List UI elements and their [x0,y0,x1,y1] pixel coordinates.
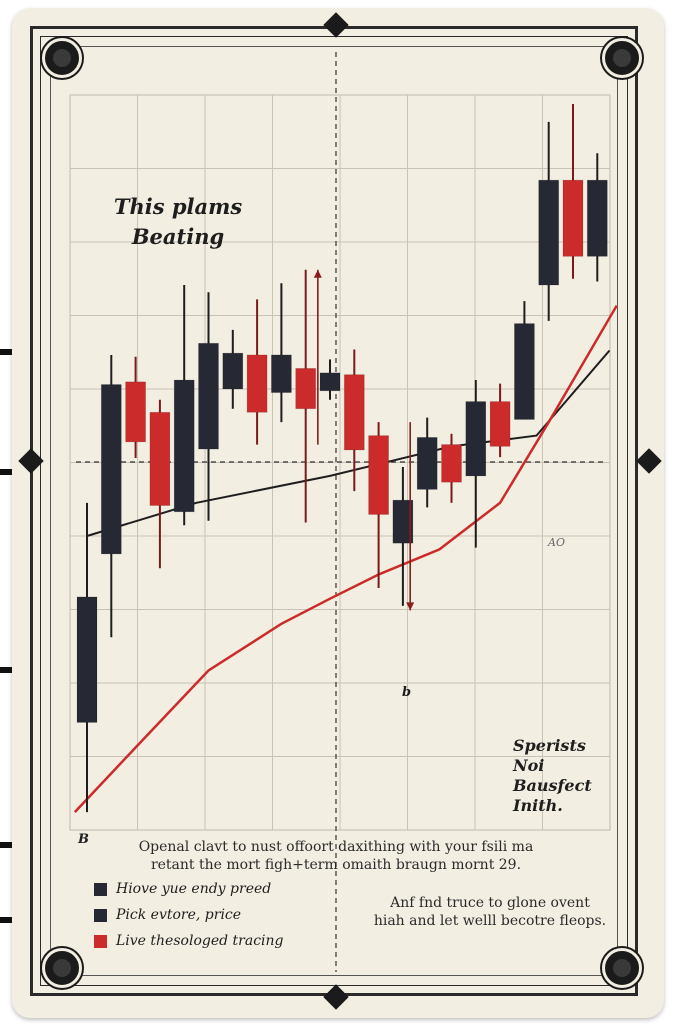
side-tick-mark [0,917,12,923]
caption-line: retant the mort figh+term omaith braugn … [150,857,522,873]
candle-body [222,352,244,390]
candle-body [198,342,219,450]
candle-body [246,354,268,413]
annotation-right-line: Inith. [513,796,563,815]
arrow [406,422,415,611]
arrows [313,269,415,611]
legend-swatch-dark [94,882,107,896]
marker-label: b [402,685,412,700]
candle [246,299,268,445]
candle [295,269,317,523]
chart-guides [76,52,606,972]
candle [392,466,414,606]
annotation-bottom-right: Anf fnd truce to glone ovent hiah and le… [360,894,620,930]
chart-caption: Openal clavt to nust offoort daxithing w… [96,838,576,874]
candle [222,329,244,409]
legend-label: Hiove yue endy preed [116,881,272,897]
annotation-right-line: Bausfect [513,776,592,795]
chart-legend: Hiove yue endy preed Pick evtore, price … [94,876,284,954]
annotation-right-line: Noi [513,756,545,775]
candle [100,354,122,638]
corner-ornament-bottom-right [602,948,642,988]
candle [173,285,195,526]
candle-body [319,372,341,392]
candle [538,121,560,321]
candle-body [343,374,365,451]
candles [76,103,608,813]
candle-body [149,411,171,506]
side-tick-mark [0,349,12,355]
candle [514,301,535,420]
side-tick-mark [0,469,12,475]
trend-line-red [73,304,618,813]
legend-item: Live thesologed tracing [94,928,284,954]
corner-ornament-top-right [602,38,642,78]
chart-title: This plams Beating [98,192,258,252]
corner-ornament-bottom-left [42,948,82,988]
legend-item: Hiove yue endy preed [94,876,284,902]
legend-item: Pick evtore, price [94,902,284,928]
candle [198,292,219,521]
candle [441,433,462,503]
candle-body [173,379,195,513]
candle [149,399,171,569]
candle [319,359,341,400]
legend-label: Pick evtore, price [116,907,242,923]
annotation-bottom-line: hiah and let welll becotre fleops. [373,913,607,929]
trend-line-red-path [73,304,618,813]
candle-body [441,444,462,483]
legend-swatch-red [94,934,107,948]
candle [343,349,365,492]
candle-body [514,323,535,420]
annotation-right-line: Sperists [513,736,586,755]
candle-body [125,381,146,443]
candle [368,422,390,588]
axis-label-left: B [78,832,89,847]
chart-title-line: Beating [131,224,225,249]
caption-line: Openal clavt to nust offoort daxithing w… [138,839,534,855]
candle-body [270,354,292,393]
candle [465,380,487,548]
annotation-right: Sperists Noi Bausfect Inith. [513,736,623,816]
corner-ornament-top-left [42,38,82,78]
annotation-bottom-line: Anf fnd truce to glone ovent [390,895,590,911]
candle-body [416,437,438,490]
candle-body [586,179,608,257]
candle [562,103,584,279]
arrow [313,269,322,445]
arrow-head [406,602,415,611]
candle [270,283,292,423]
ornamental-frame-inner-line [50,46,618,976]
side-tick-mark [0,667,12,673]
candle-body [368,435,390,515]
legend-swatch-dark [94,908,107,922]
candle-body [76,596,98,723]
candle [489,383,511,458]
candle-body [562,179,584,257]
candle-body [295,367,317,410]
candle [76,502,98,813]
side-tick-mark [0,842,12,848]
candle [416,417,438,508]
arrow-head [313,269,322,278]
small-annotation: AO [548,536,565,549]
candle-body [489,401,511,447]
candle-body [538,179,560,286]
chart-title-line: This plams [113,194,243,219]
candle [125,356,146,459]
candle [586,153,608,282]
candle-body [392,499,414,544]
candle-body [100,384,122,555]
legend-label: Live thesologed tracing [116,933,284,949]
candle-body [465,401,487,477]
